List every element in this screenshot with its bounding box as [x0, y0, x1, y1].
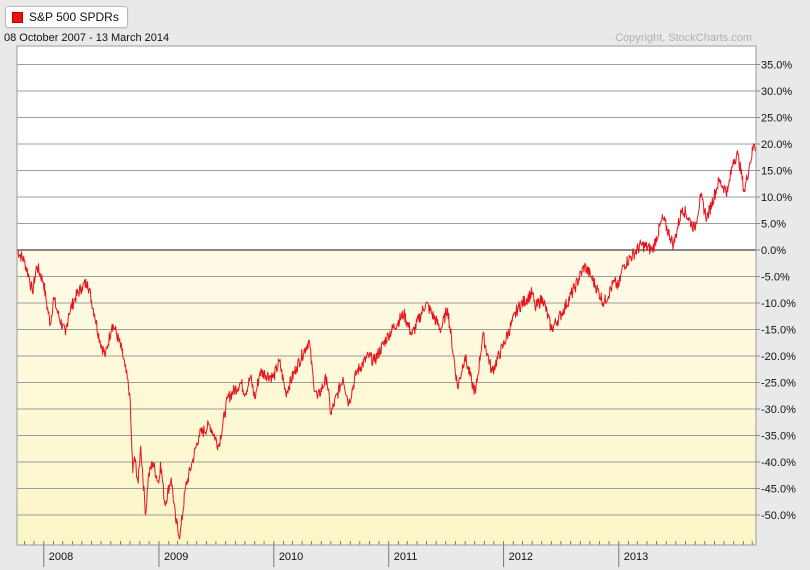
x-axis: 2008 2009 2010 2011 2012 2013 — [24, 541, 753, 567]
y-tick-label: -35.0% — [761, 431, 796, 443]
grid-lines — [17, 64, 756, 516]
y-tick-label: 15.0% — [761, 166, 792, 178]
y-tick-label: 25.0% — [761, 113, 792, 125]
y-tick-label: -25.0% — [761, 378, 796, 390]
plot-area-negative — [17, 250, 756, 545]
legend-series-name: S&P 500 SPDRs — [29, 10, 119, 24]
y-tick-label: -20.0% — [761, 351, 796, 363]
series-layer — [16, 143, 757, 540]
x-tick-label: 2010 — [279, 551, 303, 563]
plot-area-positive — [17, 46, 756, 250]
plot-frame — [16, 45, 757, 546]
copyright-label: Copyright, StockCharts.com — [615, 32, 752, 44]
y-tick-label: 30.0% — [761, 86, 792, 98]
x-tick-label: 2013 — [624, 551, 648, 563]
y-axis: 35.0% 30.0% 25.0% 20.0% 15.0% 10.0% 5.0% 0.0% -5… — [756, 60, 796, 522]
y-tick-label: -30.0% — [761, 404, 796, 416]
x-tick-label: 2012 — [509, 551, 533, 563]
y-tick-label: 0.0% — [761, 245, 786, 257]
y-tick-label: 5.0% — [761, 219, 786, 231]
date-range-label: 08 October 2007 - 13 March 2014 — [4, 32, 169, 44]
x-tick-label: 2011 — [394, 551, 418, 563]
y-tick-label: 10.0% — [761, 192, 792, 204]
y-tick-label: -15.0% — [761, 325, 796, 337]
legend-swatch — [12, 11, 23, 23]
y-tick-label: 20.0% — [761, 139, 792, 151]
y-tick-label: -10.0% — [761, 298, 796, 310]
y-tick-label: -50.0% — [761, 510, 796, 522]
x-tick-label: 2009 — [164, 551, 188, 563]
series-line — [16, 143, 757, 540]
y-tick-label: -5.0% — [761, 272, 790, 284]
y-tick-label: -45.0% — [761, 484, 796, 496]
y-tick-label: 35.0% — [761, 60, 792, 72]
x-tick-label: 2008 — [49, 551, 73, 563]
legend[interactable]: S&P 500 SPDRs — [5, 6, 128, 28]
y-tick-label: -40.0% — [761, 457, 796, 469]
